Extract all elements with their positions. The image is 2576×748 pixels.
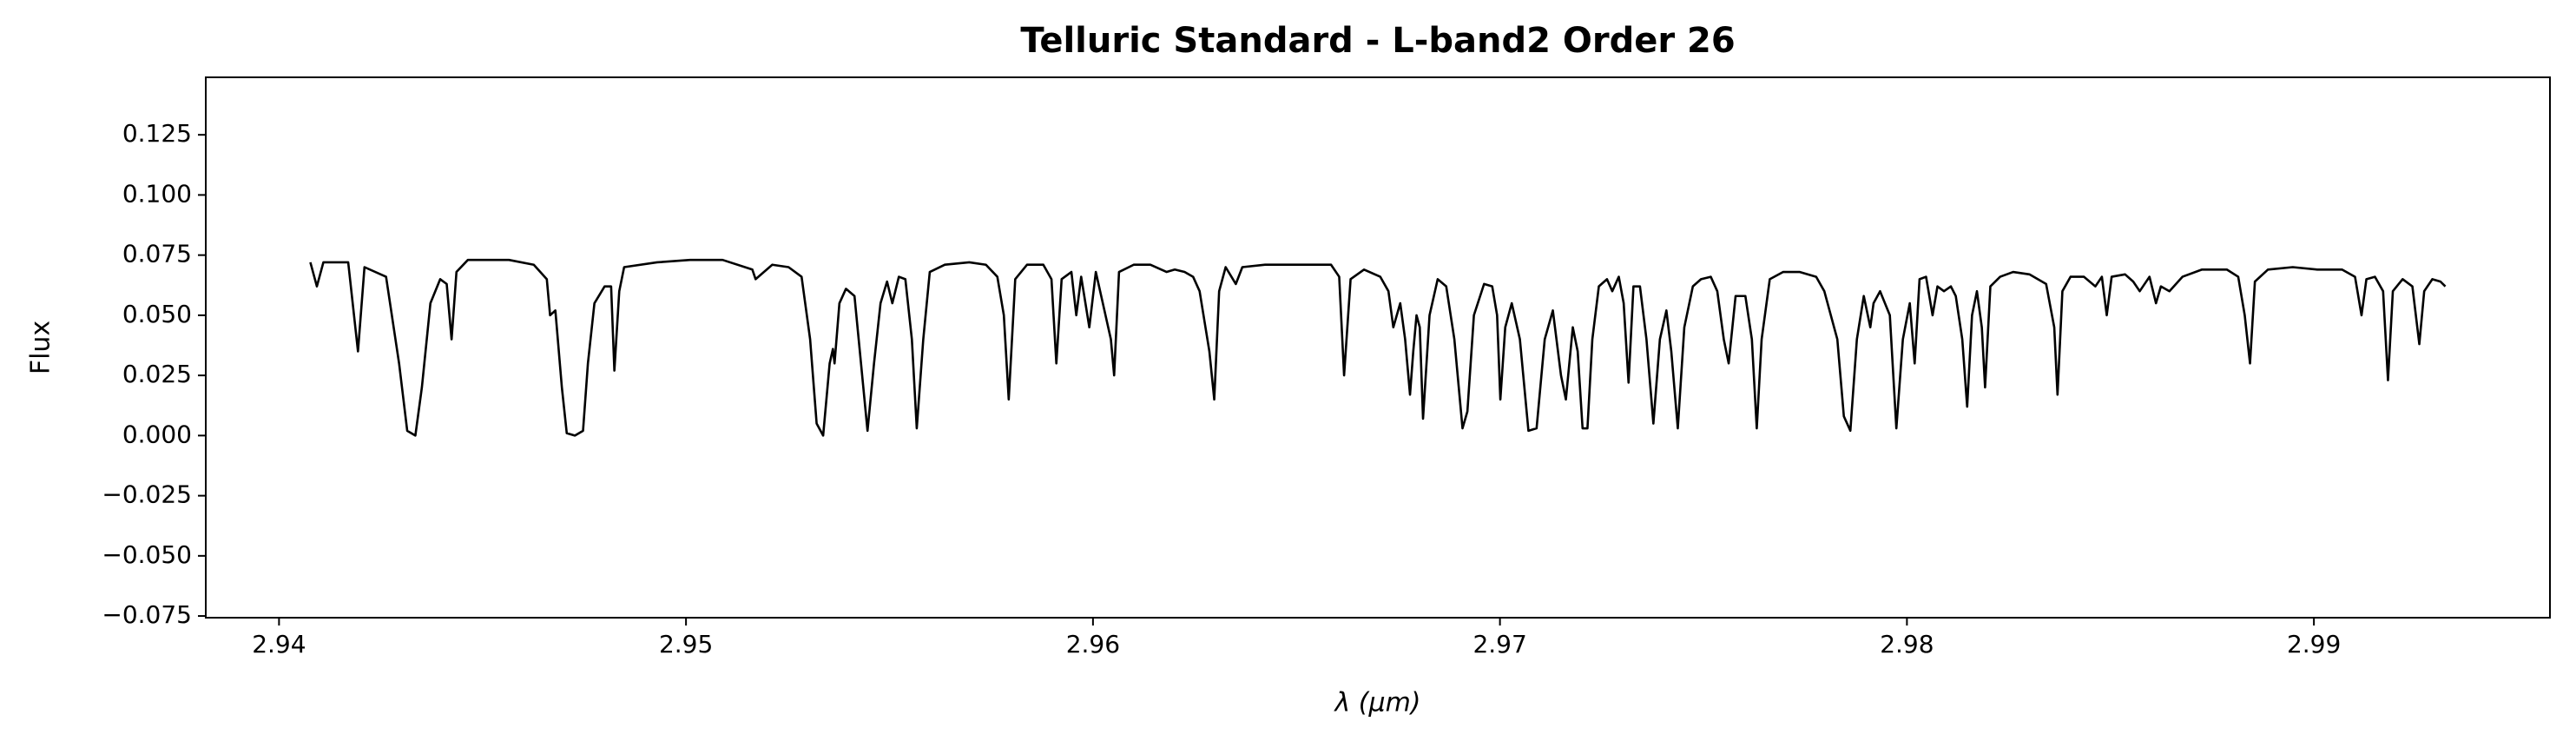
x-tick-label: 2.96: [1066, 630, 1120, 659]
spectrum-line: [309, 258, 2447, 437]
y-tick-label: −0.075: [102, 600, 192, 629]
y-tick-label: 0.075: [122, 240, 192, 268]
y-axis-label: Flux: [26, 321, 56, 374]
chart-title: Telluric Standard - L-band2 Order 26: [1020, 21, 1735, 61]
y-tick-label: 0.100: [122, 179, 192, 208]
y-tick-label: 0.025: [122, 360, 192, 388]
y-tick-label: 0.050: [122, 300, 192, 328]
y-tick-label: −0.050: [102, 540, 192, 569]
x-tick-label: 2.95: [659, 630, 713, 659]
x-axis-label: λ (μm): [1333, 688, 1420, 718]
x-tick-label: 2.98: [1880, 630, 1934, 659]
plot-frame: [205, 76, 2551, 619]
x-tick-label: 2.99: [2287, 630, 2341, 659]
x-tick-label: 2.94: [252, 630, 306, 659]
x-tick-label: 2.97: [1472, 630, 1526, 659]
y-tick-label: 0.125: [122, 119, 192, 148]
y-tick-label: −0.025: [102, 480, 192, 509]
y-tick-label: 0.000: [122, 420, 192, 448]
